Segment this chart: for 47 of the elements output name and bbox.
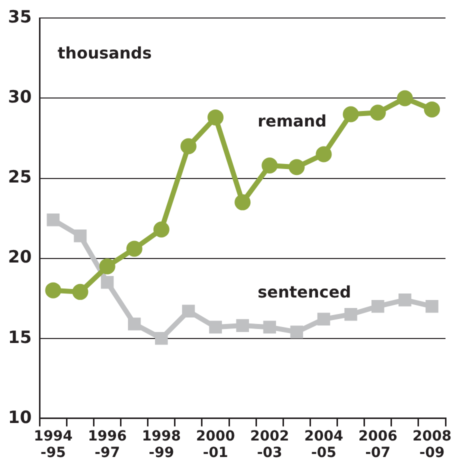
x-tick-label: 1996 -97 bbox=[88, 428, 127, 462]
x-tick-label: 2004 -05 bbox=[304, 428, 344, 462]
point bbox=[155, 332, 168, 345]
point bbox=[316, 146, 332, 162]
series-label: remand bbox=[258, 111, 327, 130]
point bbox=[398, 294, 412, 306]
point bbox=[263, 320, 276, 334]
x-tick-label: 1998 -99 bbox=[142, 428, 181, 462]
y-tick-label: 15 bbox=[8, 328, 32, 348]
point bbox=[153, 222, 170, 238]
series-label: sentenced bbox=[258, 282, 352, 302]
point bbox=[99, 258, 116, 274]
point bbox=[208, 109, 224, 126]
x-tick-label: 2002 -03 bbox=[250, 428, 290, 462]
point bbox=[262, 157, 278, 174]
point bbox=[100, 276, 114, 289]
y-axis-title: thousands bbox=[58, 43, 152, 62]
point bbox=[317, 312, 330, 326]
point bbox=[46, 214, 60, 226]
point bbox=[180, 138, 196, 154]
point bbox=[426, 300, 438, 313]
point bbox=[236, 319, 249, 332]
point bbox=[344, 308, 358, 321]
point bbox=[396, 90, 413, 106]
point bbox=[72, 284, 88, 300]
x-tick-label: 2000 -01 bbox=[196, 428, 236, 462]
point bbox=[371, 300, 384, 313]
point bbox=[182, 304, 195, 318]
point bbox=[128, 318, 141, 330]
y-tick-label: 10 bbox=[8, 408, 32, 428]
x-tick-label: 2008 -09 bbox=[412, 428, 452, 462]
x-tick-label: 2006 -07 bbox=[358, 428, 398, 462]
point bbox=[209, 320, 222, 334]
y-tick-label: 30 bbox=[8, 88, 32, 108]
point bbox=[424, 101, 440, 118]
point bbox=[342, 106, 359, 122]
point bbox=[290, 326, 304, 338]
point bbox=[370, 104, 386, 121]
point bbox=[234, 194, 251, 210]
x-tick-label: 1994 -95 bbox=[34, 428, 73, 462]
point bbox=[45, 282, 62, 298]
y-tick-label: 25 bbox=[8, 168, 32, 188]
y-tick-label: 35 bbox=[8, 8, 32, 28]
y-tick-label: 20 bbox=[8, 248, 32, 268]
point bbox=[288, 159, 305, 176]
point bbox=[126, 240, 142, 257]
point bbox=[74, 230, 87, 242]
